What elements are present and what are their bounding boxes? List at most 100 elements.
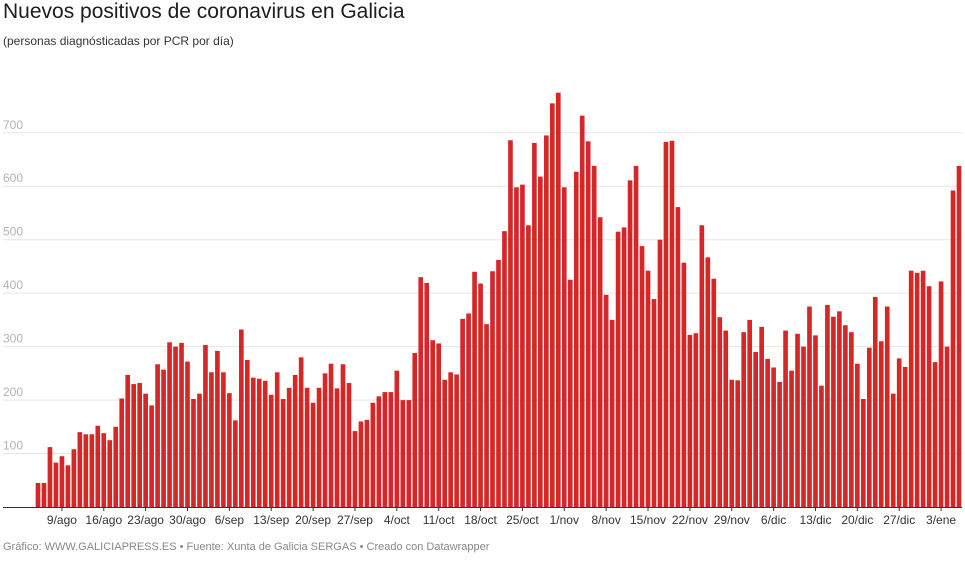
bar-124 (777, 381, 782, 507)
bar-131 (819, 385, 824, 507)
y-tick-label-100: 100 (3, 439, 23, 453)
bar-129 (807, 306, 812, 507)
bar-121 (759, 326, 764, 507)
bar-108 (681, 262, 687, 507)
bar-142 (884, 306, 890, 507)
bar-102 (645, 270, 651, 507)
x-tick-label-8: 4/oct (384, 513, 411, 527)
bar-61 (400, 400, 406, 507)
bar-72 (466, 313, 471, 507)
bar-90 (573, 171, 579, 508)
x-tick-label-9: 11/oct (423, 513, 455, 527)
x-tick-label-15: 22/nov (672, 513, 708, 527)
bar-81 (520, 184, 525, 507)
bar-23 (173, 346, 178, 507)
bar-4 (59, 456, 65, 507)
bar-150 (932, 362, 938, 507)
bar-59 (388, 392, 394, 507)
bar-106 (669, 140, 675, 508)
bar-60 (394, 370, 400, 507)
bar-88 (561, 187, 567, 508)
x-tick-label-5: 13/sep (253, 513, 289, 527)
x-tick-label-7: 27/sep (337, 513, 373, 527)
bar-12 (107, 440, 113, 507)
bar-66 (430, 340, 436, 507)
bar-5 (65, 465, 71, 507)
bar-33 (233, 420, 238, 507)
x-axis (3, 507, 962, 511)
bar-3 (53, 462, 59, 507)
bar-76 (490, 271, 495, 507)
bar-135 (843, 325, 848, 507)
bar-128 (801, 346, 806, 507)
bar-86 (549, 103, 555, 508)
bar-140 (872, 296, 878, 507)
bar-32 (227, 393, 232, 507)
bar-10 (95, 425, 101, 507)
bar-46 (310, 402, 316, 507)
x-tick-label-11: 25/oct (506, 513, 539, 527)
bar-21 (161, 369, 166, 507)
bar-28 (203, 345, 208, 507)
bar-56 (370, 402, 376, 507)
bar-65 (424, 283, 430, 507)
bar-30 (215, 350, 220, 507)
bar-97 (615, 231, 621, 508)
bar-125 (783, 330, 788, 507)
bar-115 (723, 330, 729, 507)
x-tick-label-14: 15/nov (630, 513, 666, 527)
bar-27 (197, 393, 202, 507)
bar-149 (926, 286, 932, 507)
bar-104 (657, 239, 663, 507)
bar-16 (131, 384, 137, 507)
tick-labels: 100 200 300 400 500 600 700 9/ago 16/ago 23/ago 30… (3, 118, 956, 527)
bar-141 (878, 341, 884, 507)
bar-154 (956, 165, 962, 508)
bar-78 (502, 231, 507, 507)
bar-98 (621, 227, 627, 507)
chart-footer: Gráfico: WWW.GALICIAPRESS.ES • Fuente: X… (3, 541, 490, 553)
bar-144 (896, 358, 902, 507)
bar-91 (579, 115, 585, 507)
y-tick-label-200: 200 (3, 385, 23, 399)
y-tick-label-400: 400 (3, 278, 23, 292)
y-tick-label-300: 300 (3, 332, 23, 346)
bar-151 (938, 281, 944, 507)
bar-111 (699, 225, 705, 507)
x-tick-label-1: 16/ago (85, 513, 122, 527)
bar-22 (167, 342, 172, 507)
bar-103 (651, 299, 657, 507)
bar-37 (256, 378, 262, 507)
bar-13 (113, 426, 119, 507)
bar-77 (496, 260, 501, 507)
bar-26 (191, 399, 196, 507)
bar-89 (567, 279, 573, 507)
bar-52 (346, 382, 352, 507)
y-tick-label-700: 700 (3, 118, 23, 132)
bar-67 (436, 343, 442, 507)
bar-133 (831, 316, 836, 507)
bar-57 (376, 396, 382, 507)
bar-143 (890, 393, 896, 507)
x-tick-label-13: 8/nov (591, 513, 620, 527)
bar-44 (298, 357, 304, 507)
bar-2 (47, 447, 53, 507)
bar-1 (41, 482, 47, 507)
bar-47 (316, 387, 322, 507)
x-tick-label-18: 13/dic (799, 513, 831, 527)
bar-153 (950, 190, 956, 507)
x-tick-label-2: 23/ago (127, 513, 164, 527)
bar-148 (920, 270, 926, 507)
bar-51 (340, 364, 346, 507)
bar-18 (143, 393, 148, 507)
bar-43 (292, 374, 298, 507)
x-tick-label-4: 6/sep (215, 513, 245, 527)
x-tick-label-10: 18/oct (464, 513, 497, 527)
bar-70 (454, 374, 459, 507)
bar-139 (866, 347, 872, 507)
bar-117 (735, 380, 741, 507)
bar-95 (603, 294, 609, 507)
bar-118 (741, 332, 747, 507)
bar-100 (633, 165, 639, 508)
